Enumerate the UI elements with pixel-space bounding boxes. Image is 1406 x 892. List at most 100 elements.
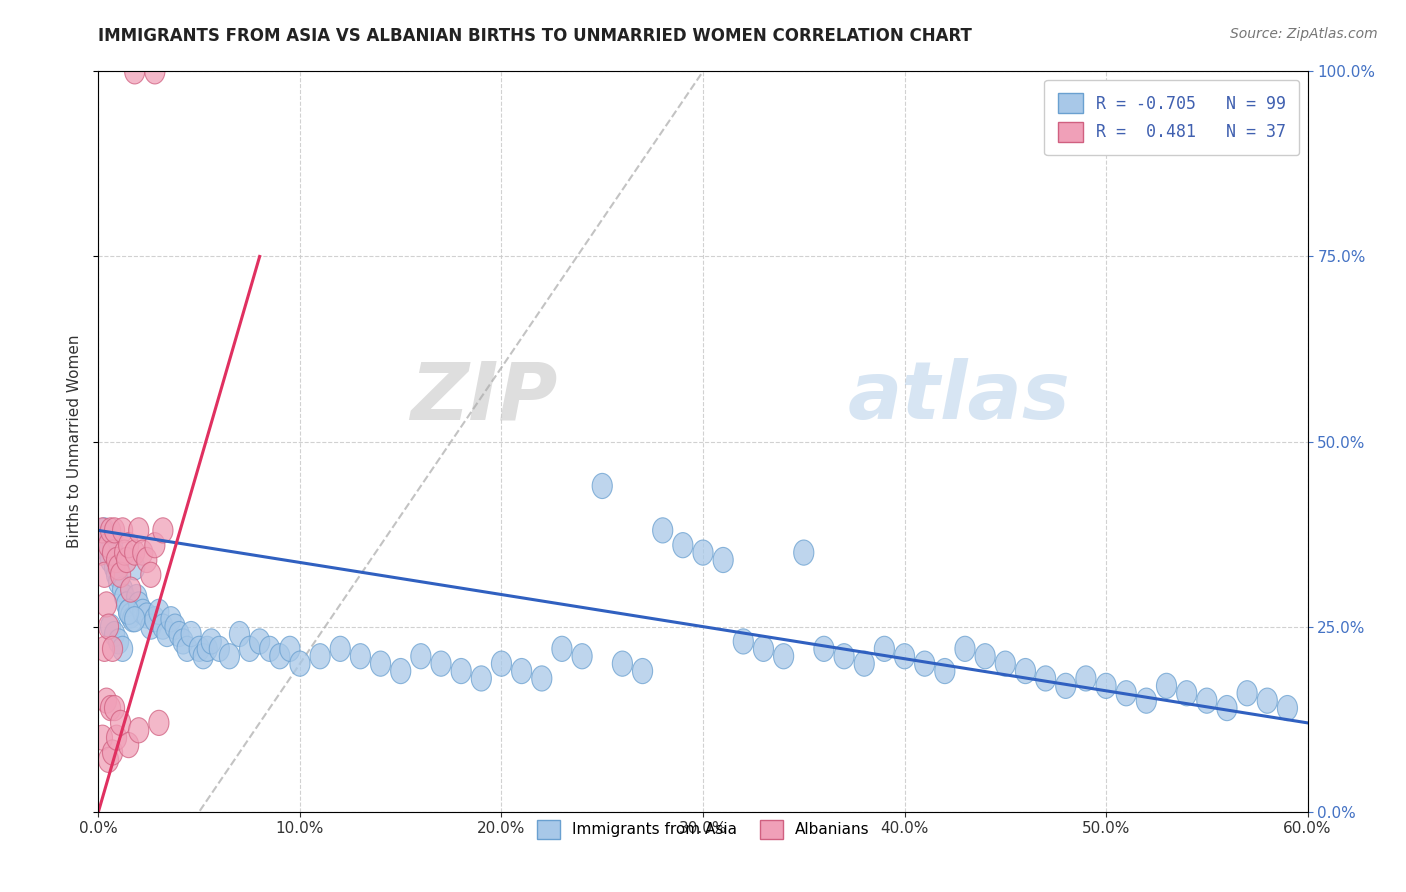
- Ellipse shape: [1116, 681, 1136, 706]
- Ellipse shape: [121, 577, 141, 602]
- Ellipse shape: [104, 622, 125, 647]
- Ellipse shape: [734, 629, 754, 654]
- Ellipse shape: [94, 636, 114, 662]
- Ellipse shape: [97, 591, 117, 617]
- Ellipse shape: [190, 636, 209, 662]
- Text: Source: ZipAtlas.com: Source: ZipAtlas.com: [1230, 27, 1378, 41]
- Ellipse shape: [129, 718, 149, 743]
- Ellipse shape: [915, 651, 935, 676]
- Ellipse shape: [572, 644, 592, 669]
- Ellipse shape: [93, 725, 112, 750]
- Ellipse shape: [117, 591, 136, 617]
- Ellipse shape: [153, 517, 173, 543]
- Ellipse shape: [371, 651, 391, 676]
- Ellipse shape: [875, 636, 894, 662]
- Ellipse shape: [169, 622, 190, 647]
- Ellipse shape: [633, 658, 652, 683]
- Ellipse shape: [104, 517, 125, 543]
- Ellipse shape: [793, 540, 814, 566]
- Ellipse shape: [127, 584, 146, 609]
- Ellipse shape: [145, 607, 165, 632]
- Ellipse shape: [94, 517, 114, 543]
- Ellipse shape: [112, 517, 132, 543]
- Ellipse shape: [132, 540, 153, 566]
- Ellipse shape: [100, 548, 121, 573]
- Ellipse shape: [104, 555, 125, 580]
- Ellipse shape: [118, 599, 139, 624]
- Ellipse shape: [1157, 673, 1177, 698]
- Ellipse shape: [834, 644, 855, 669]
- Ellipse shape: [103, 533, 122, 558]
- Ellipse shape: [754, 636, 773, 662]
- Text: atlas: atlas: [848, 358, 1071, 436]
- Ellipse shape: [98, 747, 118, 772]
- Ellipse shape: [136, 548, 157, 573]
- Ellipse shape: [90, 540, 111, 566]
- Ellipse shape: [104, 696, 125, 721]
- Ellipse shape: [108, 570, 129, 595]
- Ellipse shape: [111, 710, 131, 736]
- Ellipse shape: [114, 584, 135, 609]
- Ellipse shape: [114, 540, 135, 566]
- Ellipse shape: [118, 599, 139, 624]
- Ellipse shape: [280, 636, 299, 662]
- Ellipse shape: [100, 614, 121, 640]
- Ellipse shape: [117, 548, 136, 573]
- Ellipse shape: [855, 651, 875, 676]
- Ellipse shape: [451, 658, 471, 683]
- Ellipse shape: [311, 644, 330, 669]
- Ellipse shape: [995, 651, 1015, 676]
- Ellipse shape: [149, 599, 169, 624]
- Ellipse shape: [136, 603, 157, 628]
- Ellipse shape: [122, 607, 143, 632]
- Ellipse shape: [330, 636, 350, 662]
- Ellipse shape: [108, 555, 129, 580]
- Ellipse shape: [1177, 681, 1197, 706]
- Y-axis label: Births to Unmarried Women: Births to Unmarried Women: [67, 334, 83, 549]
- Legend: Immigrants from Asia, Albanians: Immigrants from Asia, Albanians: [530, 814, 876, 845]
- Ellipse shape: [103, 540, 122, 566]
- Ellipse shape: [94, 562, 114, 588]
- Ellipse shape: [107, 548, 127, 573]
- Ellipse shape: [1076, 665, 1097, 691]
- Ellipse shape: [592, 474, 613, 499]
- Ellipse shape: [219, 644, 239, 669]
- Ellipse shape: [260, 636, 280, 662]
- Ellipse shape: [112, 636, 132, 662]
- Ellipse shape: [432, 651, 451, 676]
- Ellipse shape: [1197, 688, 1218, 714]
- Ellipse shape: [98, 533, 118, 558]
- Ellipse shape: [1257, 688, 1278, 714]
- Ellipse shape: [1278, 696, 1298, 721]
- Ellipse shape: [181, 622, 201, 647]
- Ellipse shape: [894, 644, 915, 669]
- Ellipse shape: [1218, 696, 1237, 721]
- Ellipse shape: [1097, 673, 1116, 698]
- Ellipse shape: [1015, 658, 1036, 683]
- Ellipse shape: [935, 658, 955, 683]
- Ellipse shape: [1237, 681, 1257, 706]
- Ellipse shape: [160, 607, 181, 632]
- Ellipse shape: [773, 644, 793, 669]
- Ellipse shape: [512, 658, 531, 683]
- Ellipse shape: [121, 603, 141, 628]
- Ellipse shape: [193, 644, 214, 669]
- Ellipse shape: [209, 636, 229, 662]
- Ellipse shape: [100, 517, 121, 543]
- Ellipse shape: [250, 629, 270, 654]
- Ellipse shape: [613, 651, 633, 676]
- Ellipse shape: [112, 577, 132, 602]
- Ellipse shape: [125, 555, 145, 580]
- Ellipse shape: [492, 651, 512, 676]
- Ellipse shape: [98, 540, 118, 566]
- Ellipse shape: [239, 636, 260, 662]
- Ellipse shape: [141, 562, 160, 588]
- Ellipse shape: [132, 599, 153, 624]
- Ellipse shape: [693, 540, 713, 566]
- Ellipse shape: [97, 525, 117, 550]
- Ellipse shape: [553, 636, 572, 662]
- Ellipse shape: [111, 562, 131, 588]
- Ellipse shape: [103, 636, 122, 662]
- Ellipse shape: [108, 629, 129, 654]
- Ellipse shape: [814, 636, 834, 662]
